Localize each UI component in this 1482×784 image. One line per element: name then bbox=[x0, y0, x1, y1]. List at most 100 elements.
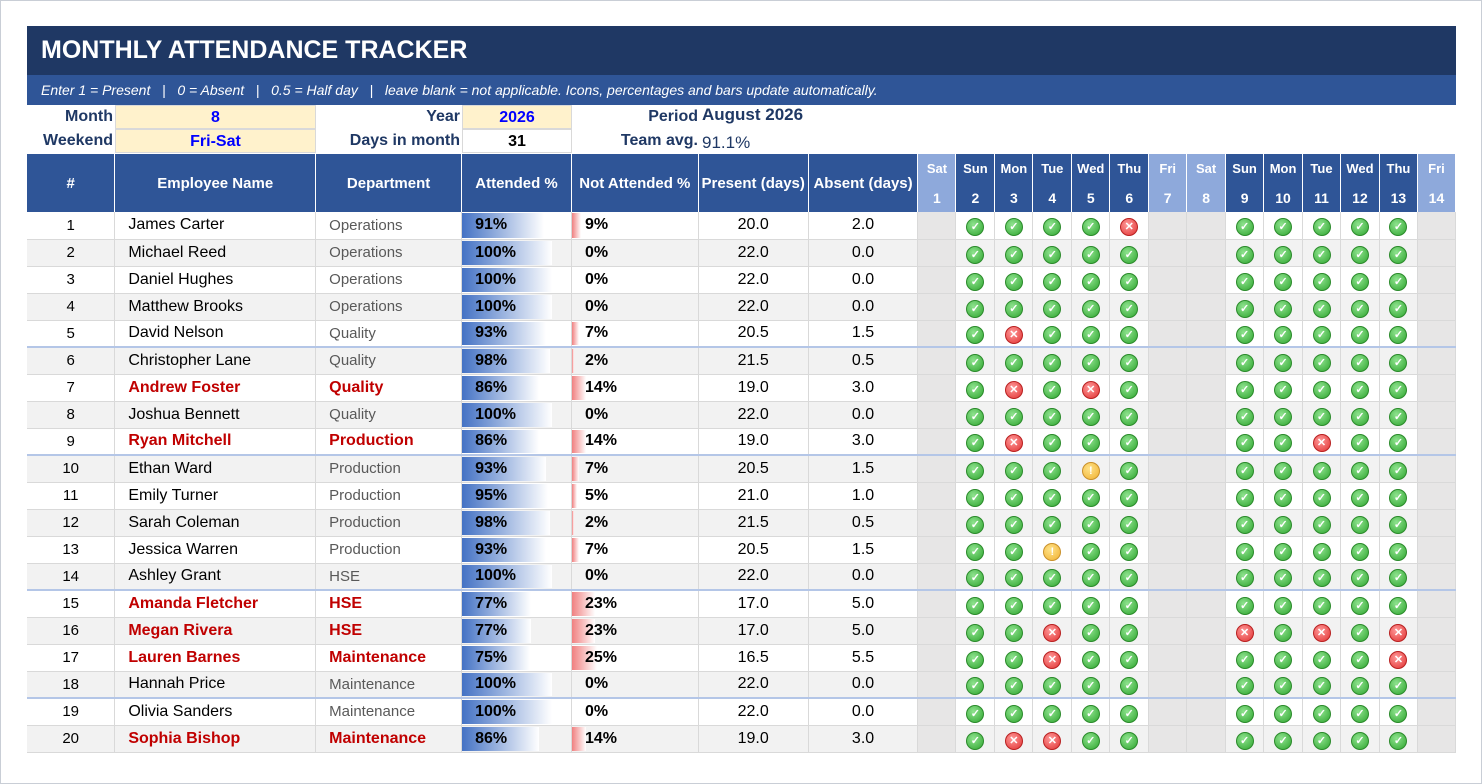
day-cell-weekend[interactable] bbox=[1417, 320, 1456, 348]
day-cell-weekend[interactable] bbox=[917, 698, 957, 726]
day-cell[interactable]: ✓ bbox=[1225, 320, 1265, 348]
day-cell[interactable]: ✓ bbox=[1071, 671, 1111, 699]
day-cell[interactable]: ✓ bbox=[1071, 617, 1111, 645]
day-cell[interactable]: ✓ bbox=[1071, 428, 1111, 456]
day-cell[interactable]: ✓ bbox=[1032, 374, 1073, 402]
day-cell[interactable]: ✕ bbox=[994, 374, 1034, 402]
day-cell[interactable]: ✓ bbox=[1032, 266, 1073, 294]
day-cell[interactable]: ✓ bbox=[955, 347, 996, 375]
day-cell[interactable]: ✓ bbox=[1263, 374, 1304, 402]
day-cell[interactable]: ✓ bbox=[1032, 401, 1073, 429]
day-cell-weekend[interactable] bbox=[1186, 482, 1227, 510]
day-cell-weekend[interactable] bbox=[917, 428, 957, 456]
department[interactable]: Production bbox=[315, 455, 463, 483]
day-cell-weekend[interactable] bbox=[1186, 617, 1227, 645]
day-cell[interactable]: ✓ bbox=[1225, 266, 1265, 294]
day-cell[interactable]: ✓ bbox=[994, 563, 1034, 591]
day-cell[interactable]: ✓ bbox=[1109, 239, 1150, 267]
day-cell-weekend[interactable] bbox=[1186, 266, 1227, 294]
day-cell[interactable]: ✕ bbox=[1379, 644, 1418, 672]
day-cell-weekend[interactable] bbox=[917, 239, 957, 267]
day-cell-weekend[interactable] bbox=[1186, 212, 1227, 240]
day-cell[interactable]: ✓ bbox=[1032, 239, 1073, 267]
day-cell[interactable]: ✓ bbox=[1379, 509, 1418, 537]
department[interactable]: Quality bbox=[315, 347, 463, 375]
day-cell[interactable]: ✓ bbox=[1109, 590, 1150, 618]
day-cell[interactable]: ✓ bbox=[1302, 482, 1341, 510]
day-cell[interactable]: ✓ bbox=[1340, 428, 1380, 456]
day-cell[interactable]: ✓ bbox=[955, 212, 996, 240]
employee-name[interactable]: Andrew Foster bbox=[114, 374, 317, 402]
day-cell[interactable]: ✓ bbox=[1225, 644, 1265, 672]
day-cell[interactable]: ✓ bbox=[1340, 671, 1380, 699]
employee-name[interactable]: Amanda Fletcher bbox=[114, 590, 317, 618]
day-cell[interactable]: ✓ bbox=[1032, 590, 1073, 618]
day-cell[interactable]: ✓ bbox=[994, 482, 1034, 510]
day-cell-weekend[interactable] bbox=[917, 590, 957, 618]
day-cell[interactable]: ✓ bbox=[1032, 671, 1073, 699]
day-cell[interactable]: ✓ bbox=[1032, 347, 1073, 375]
day-cell[interactable]: ✓ bbox=[1340, 266, 1380, 294]
day-cell[interactable]: ✕ bbox=[994, 428, 1034, 456]
day-cell[interactable]: ✓ bbox=[1379, 563, 1418, 591]
day-cell-weekend[interactable] bbox=[1417, 239, 1456, 267]
day-cell[interactable]: ✓ bbox=[994, 644, 1034, 672]
day-cell[interactable]: ✕ bbox=[994, 320, 1034, 348]
day-cell[interactable]: ✓ bbox=[1379, 590, 1418, 618]
day-cell[interactable]: ✓ bbox=[955, 293, 996, 321]
day-cell[interactable]: ✓ bbox=[1379, 320, 1418, 348]
day-cell-weekend[interactable] bbox=[1186, 725, 1227, 753]
day-cell[interactable]: ✓ bbox=[1109, 509, 1150, 537]
day-cell-weekend[interactable] bbox=[1186, 401, 1227, 429]
day-cell[interactable]: ✓ bbox=[955, 698, 996, 726]
department[interactable]: Operations bbox=[315, 212, 463, 240]
employee-name[interactable]: Sarah Coleman bbox=[114, 509, 317, 537]
employee-name[interactable]: Lauren Barnes bbox=[114, 644, 317, 672]
day-cell[interactable]: ✓ bbox=[1071, 644, 1111, 672]
day-cell[interactable]: ✓ bbox=[1340, 563, 1380, 591]
day-cell[interactable]: ✓ bbox=[1109, 293, 1150, 321]
day-cell[interactable]: ✓ bbox=[1071, 212, 1111, 240]
day-cell[interactable]: ✓ bbox=[955, 590, 996, 618]
day-cell[interactable]: ✓ bbox=[1302, 590, 1341, 618]
day-cell-weekend[interactable] bbox=[1186, 239, 1227, 267]
day-cell[interactable]: ✓ bbox=[1225, 536, 1265, 564]
department[interactable]: Maintenance bbox=[315, 725, 463, 753]
day-cell[interactable]: ✓ bbox=[1032, 212, 1073, 240]
day-cell[interactable]: ✓ bbox=[1340, 644, 1380, 672]
day-cell-weekend[interactable] bbox=[1417, 212, 1456, 240]
department[interactable]: Production bbox=[315, 482, 463, 510]
day-cell[interactable]: ✓ bbox=[955, 617, 996, 645]
day-cell[interactable]: ✓ bbox=[994, 509, 1034, 537]
day-cell[interactable]: ✓ bbox=[1071, 482, 1111, 510]
day-cell[interactable]: ✓ bbox=[1225, 239, 1265, 267]
day-cell[interactable]: ✓ bbox=[1340, 347, 1380, 375]
day-cell-weekend[interactable] bbox=[1186, 536, 1227, 564]
day-cell[interactable]: ✓ bbox=[1263, 482, 1304, 510]
day-cell-weekend[interactable] bbox=[1148, 563, 1188, 591]
day-cell-weekend[interactable] bbox=[917, 482, 957, 510]
day-cell-weekend[interactable] bbox=[1186, 374, 1227, 402]
day-cell[interactable]: ✓ bbox=[1109, 698, 1150, 726]
day-cell[interactable]: ✓ bbox=[1302, 320, 1341, 348]
day-cell-weekend[interactable] bbox=[1186, 455, 1227, 483]
day-cell[interactable]: ✓ bbox=[1032, 482, 1073, 510]
day-cell[interactable]: ✓ bbox=[994, 455, 1034, 483]
day-cell[interactable]: ✓ bbox=[955, 401, 996, 429]
employee-name[interactable]: Sophia Bishop bbox=[114, 725, 317, 753]
day-cell-weekend[interactable] bbox=[1148, 293, 1188, 321]
day-cell[interactable]: ✓ bbox=[955, 536, 996, 564]
day-cell-weekend[interactable] bbox=[917, 212, 957, 240]
day-cell[interactable]: ✓ bbox=[1109, 455, 1150, 483]
day-cell-weekend[interactable] bbox=[1148, 482, 1188, 510]
department[interactable]: Maintenance bbox=[315, 644, 463, 672]
day-cell[interactable]: ✓ bbox=[1340, 482, 1380, 510]
day-cell[interactable]: ✓ bbox=[1302, 563, 1341, 591]
day-cell[interactable]: ✓ bbox=[1109, 266, 1150, 294]
employee-name[interactable]: Jessica Warren bbox=[114, 536, 317, 564]
day-cell-weekend[interactable] bbox=[917, 509, 957, 537]
day-cell-weekend[interactable] bbox=[1148, 428, 1188, 456]
day-cell[interactable]: ✓ bbox=[1379, 428, 1418, 456]
day-cell-weekend[interactable] bbox=[917, 536, 957, 564]
day-cell[interactable]: ✓ bbox=[1263, 212, 1304, 240]
